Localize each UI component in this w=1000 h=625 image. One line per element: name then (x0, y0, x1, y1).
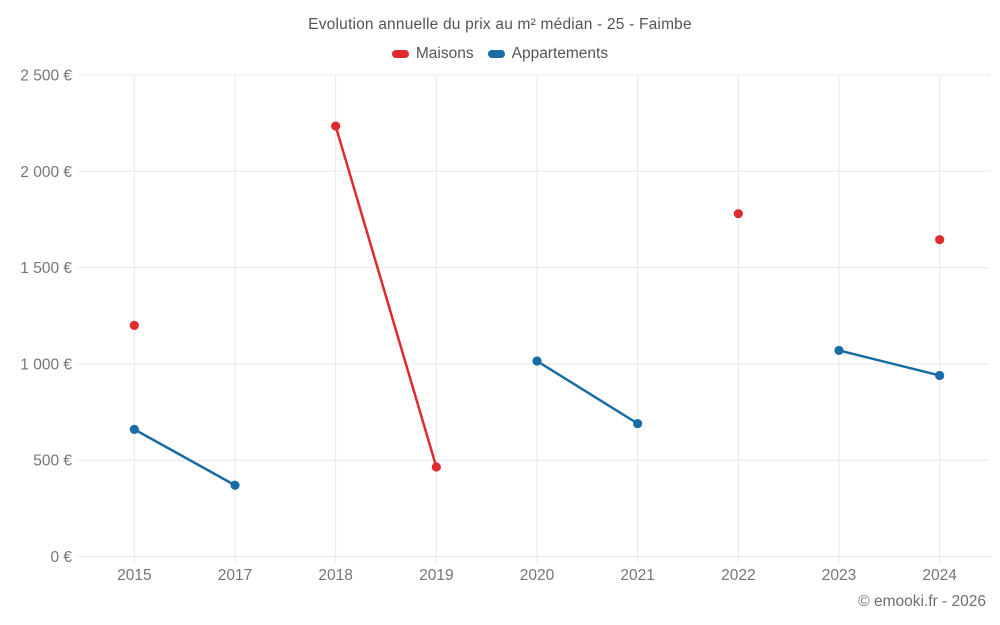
x-axis-tick-label: 2015 (117, 567, 151, 584)
legend-label-maisons: Maisons (415, 45, 474, 62)
x-axis-tick-label: 2021 (620, 567, 654, 584)
maisons-series-swatch-icon (391, 50, 409, 58)
data-point-marker[interactable] (633, 419, 643, 429)
series-line-segment (334, 124, 438, 469)
series-line-segment (535, 359, 639, 425)
data-point-marker[interactable] (733, 209, 743, 219)
data-point-marker[interactable] (129, 320, 139, 330)
y-axis-tick-label: 2 000 € (20, 164, 72, 181)
legend-item-appartements[interactable]: Appartements (487, 45, 609, 63)
x-axis-tick-label: 2022 (721, 567, 755, 584)
series-line-segment (133, 428, 237, 487)
data-point-marker[interactable] (129, 424, 139, 434)
x-axis-tick-label: 2020 (520, 567, 555, 584)
appartements-series-swatch-icon (487, 50, 505, 58)
data-point-marker[interactable] (532, 356, 542, 366)
legend-label-appartements: Appartements (511, 45, 609, 62)
x-axis-tick-label: 2018 (318, 567, 352, 584)
chart-legend: Maisons Appartements (0, 45, 1000, 63)
series-line-segment (837, 349, 941, 377)
y-axis-tick-label: 1 000 € (20, 356, 72, 373)
data-point-marker[interactable] (834, 345, 844, 356)
x-axis-tick-label: 2023 (822, 567, 856, 584)
data-point-marker[interactable] (935, 235, 945, 245)
chart-title: Evolution annuelle du prix au m² médian … (308, 16, 692, 33)
data-point-marker[interactable] (331, 121, 341, 131)
y-axis-tick-label: 500 € (33, 453, 72, 470)
y-axis-tick-label: 1 500 € (20, 260, 72, 277)
legend-item-maisons[interactable]: Maisons (391, 45, 474, 63)
x-axis-tick-label: 2017 (218, 567, 252, 584)
data-point-marker[interactable] (431, 462, 441, 472)
copyright-text: © emooki.fr - 2026 (858, 593, 986, 610)
data-point-marker[interactable] (935, 370, 945, 381)
y-axis-tick-label: 0 € (50, 549, 72, 566)
x-axis-tick-label: 2024 (922, 567, 957, 584)
y-axis-tick-label: 2 500 € (20, 68, 72, 85)
x-axis-tick-label: 2019 (419, 567, 453, 584)
data-point-marker[interactable] (230, 480, 240, 490)
